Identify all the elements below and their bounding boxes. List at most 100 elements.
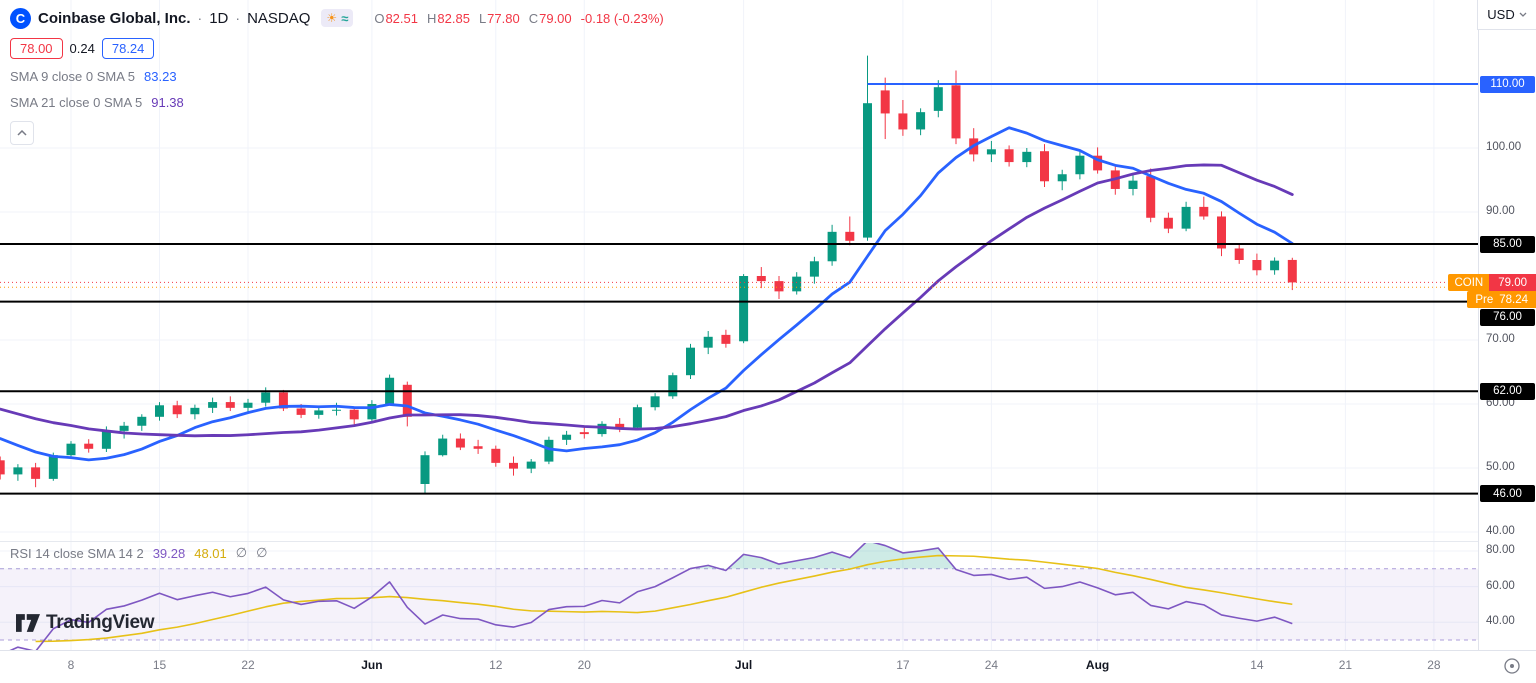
- candle-body: [721, 334, 731, 344]
- high-value: 82.85: [437, 10, 470, 26]
- empty-set-icon: ∅: [235, 545, 248, 560]
- candle-body: [349, 409, 359, 420]
- sma21-legend-row[interactable]: SMA 21 close 0 SMA 5 91.38: [10, 94, 664, 111]
- price-level-label-blue[interactable]: 110.00: [1480, 75, 1535, 93]
- collapse-legend-button[interactable]: [10, 121, 34, 145]
- candle-body: [986, 149, 996, 155]
- tradingview-logo-icon: [16, 614, 40, 632]
- candle-body: [1093, 155, 1103, 171]
- candle-body: [48, 455, 58, 479]
- premarket-sun-icon: ☀: [326, 11, 338, 25]
- candle-body: [650, 396, 660, 408]
- candle-body: [455, 438, 465, 448]
- candle-body: [314, 410, 324, 415]
- candle-body: [615, 423, 625, 428]
- candle-body: [31, 467, 41, 479]
- pane-separator[interactable]: [0, 541, 1478, 542]
- symbol-tag: COIN: [1448, 274, 1490, 291]
- tradingview-wordmark: TradingView: [46, 612, 155, 633]
- rsi-pane[interactable]: [0, 541, 1478, 655]
- candle-body: [137, 416, 147, 426]
- time-tick-label: 17: [896, 658, 910, 672]
- candle-body: [491, 448, 501, 463]
- candle-body: [509, 462, 518, 469]
- candle-body: [916, 112, 926, 130]
- price-level-label-black[interactable]: 46.00: [1480, 485, 1535, 503]
- candle-body: [1004, 149, 1014, 163]
- candle-body: [739, 276, 749, 342]
- candle-body: [1199, 206, 1209, 217]
- rsi-signal-line[interactable]: [35, 554, 1293, 643]
- open-value: 82.51: [385, 10, 418, 26]
- candle-body: [208, 402, 218, 408]
- candle-body: [880, 90, 890, 114]
- market-status-chip[interactable]: ☀ ≈: [321, 9, 354, 27]
- candle-body: [933, 87, 943, 111]
- rsi-value: 39.28: [152, 545, 186, 561]
- candle-body: [1270, 260, 1280, 271]
- sma-21-line[interactable]: [0, 163, 1294, 438]
- candle-body: [544, 439, 554, 462]
- symbol-row[interactable]: C Coinbase Global, Inc. · 1D · NASDAQ ☀ …: [10, 6, 664, 30]
- candle-body: [332, 409, 341, 411]
- chart-legend: C Coinbase Global, Inc. · 1D · NASDAQ ☀ …: [10, 6, 664, 145]
- candle-body: [1163, 217, 1173, 229]
- candle-body: [1181, 206, 1191, 229]
- price-level-label-black[interactable]: 85.00: [1480, 235, 1535, 253]
- change-value: -0.18 (-0.23%): [580, 10, 664, 26]
- time-axis[interactable]: 8 15 22 Jun 12 20 Jul 17 24 Aug 14 21 28: [0, 650, 1536, 683]
- chevron-up-icon: [17, 130, 27, 136]
- timezone-settings-icon[interactable]: [1502, 656, 1522, 676]
- candle-body: [190, 407, 200, 415]
- currency-selector[interactable]: USD: [1477, 0, 1536, 30]
- rsi-tick-label: 80.00: [1486, 544, 1515, 556]
- rsi-legend-label[interactable]: RSI 14 close SMA 14 2: [10, 545, 144, 561]
- candle-body: [827, 231, 837, 262]
- sma9-legend-row[interactable]: SMA 9 close 0 SMA 5 83.23: [10, 68, 664, 85]
- price-level-label-black[interactable]: 76.00: [1480, 308, 1535, 326]
- rsi-tick-label: 60.00: [1486, 579, 1515, 592]
- interval-label[interactable]: 1D: [209, 9, 229, 27]
- sma9-legend-label[interactable]: SMA 9 close 0 SMA 5: [10, 69, 136, 84]
- close-letter: C: [528, 10, 539, 26]
- candle-body: [1128, 180, 1138, 189]
- sma-9-line[interactable]: [0, 126, 1294, 462]
- separator-dot: ·: [197, 10, 203, 26]
- candle-body: [473, 446, 483, 449]
- rsi-line[interactable]: [0, 541, 1293, 655]
- candle-body: [597, 423, 607, 435]
- rsi-legend-row[interactable]: RSI 14 close SMA 14 2 39.28 48.01 ∅ ∅: [10, 545, 267, 561]
- premarket-price-value: 78.24: [1499, 293, 1528, 306]
- low-value: 77.80: [487, 10, 520, 26]
- candle-body: [951, 85, 961, 139]
- time-tick-label: 28: [1427, 658, 1441, 672]
- main-price-pane[interactable]: [0, 55, 1478, 495]
- candle-body: [863, 103, 872, 238]
- time-tick-label: 24: [984, 658, 999, 672]
- candle-body: [1252, 260, 1262, 271]
- premarket-price-axis-label: Pre 78.24: [1467, 291, 1536, 308]
- price-tick-label: 60.00: [1486, 397, 1515, 409]
- ohlc-readout: O 82.51 H 82.85 L 77.80 C 79.00 -0.18 (-0.23…: [374, 11, 663, 26]
- candle-body: [1057, 174, 1067, 182]
- tradingview-watermark: TradingView: [16, 612, 155, 634]
- sell-button[interactable]: 78.00: [10, 38, 63, 59]
- buy-button[interactable]: 78.24: [101, 38, 155, 59]
- price-tick-label: 70.00: [1486, 333, 1515, 345]
- candle-body: [526, 461, 536, 469]
- sma21-legend-label[interactable]: SMA 21 close 0 SMA 5: [10, 95, 143, 110]
- candle-body: [898, 113, 908, 130]
- last-price-axis-label: COIN 79.00: [1448, 274, 1536, 291]
- price-axis[interactable]: 100.00 90.00 70.00 60.00 50.00 40.00 110.00 85.…: [1478, 0, 1536, 650]
- candle-body: [1146, 176, 1156, 218]
- sma9-legend-value: 83.23: [144, 69, 177, 84]
- high-letter: H: [427, 10, 437, 26]
- time-tick-label: 8: [67, 658, 75, 672]
- price-level-label-black[interactable]: 62.00: [1480, 382, 1535, 400]
- candle-body: [225, 402, 235, 408]
- candle-body: [84, 443, 94, 449]
- grid: [0, 0, 1478, 650]
- symbol-title[interactable]: Coinbase Global, Inc.: [38, 9, 191, 27]
